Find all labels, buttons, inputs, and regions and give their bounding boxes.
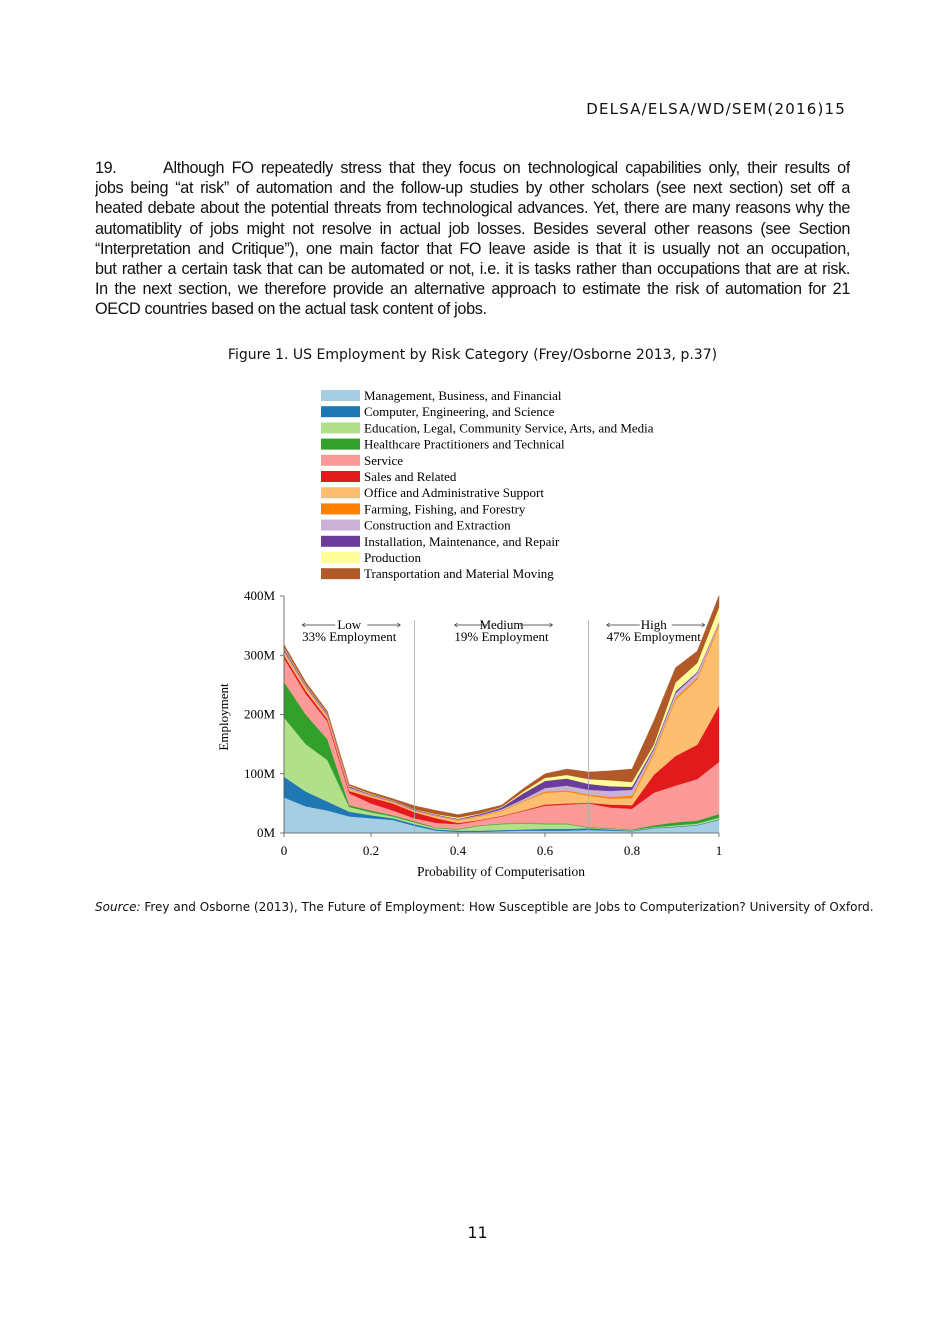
legend-label: Construction and Extraction [364, 518, 511, 533]
legend-swatch [321, 535, 360, 547]
region-label: High [641, 617, 668, 632]
x-tick-label: 1 [716, 843, 723, 858]
legend-item: Office and Administrative Support [321, 485, 544, 500]
y-tick-label: 0M [257, 825, 276, 840]
legend-label: Healthcare Practitioners and Technical [364, 437, 565, 452]
paragraph-line: In the next section, we therefore provid… [95, 280, 850, 299]
legend-item: Healthcare Practitioners and Technical [321, 437, 565, 452]
x-axis-label: Probability of Computerisation [417, 864, 585, 879]
paragraph-line: jobs being “at risk” of automation and t… [95, 179, 850, 198]
figure-caption: Figure 1. US Employment by Risk Category… [227, 347, 718, 363]
legend-swatch [321, 552, 360, 563]
document-code-header: DELSA/ELSA/WD/SEM(2016)15 [586, 100, 846, 118]
source-label: Source: [95, 900, 141, 914]
legend-swatch [321, 487, 360, 499]
source-text: Frey and Osborne (2013), The Future of E… [140, 900, 874, 914]
legend-label: Office and Administrative Support [364, 485, 544, 500]
legend-swatch [321, 422, 360, 434]
legend-item: Construction and Extraction [321, 518, 511, 533]
y-tick-label: 300M [244, 647, 276, 662]
paragraph-line: automatiblity of jobs might not resolve … [95, 219, 850, 238]
legend-label: Installation, Maintenance, and Repair [364, 534, 560, 549]
legend-label: Production [364, 550, 422, 565]
source-note: Source: Frey and Osborne (2013), The Fut… [95, 900, 874, 914]
legend-item: Farming, Fishing, and Forestry [321, 501, 526, 516]
arrowheads [301, 622, 401, 628]
legend-item: Production [321, 550, 422, 565]
legend-swatch [321, 454, 360, 466]
region-share: 19% Employment [454, 629, 549, 644]
x-tick-label: 0.2 [363, 843, 379, 858]
region-share: 47% Employment [607, 629, 702, 644]
x-tick-label: 0.4 [450, 843, 467, 858]
y-tick-label: 400M [244, 588, 276, 603]
legend-item: Management, Business, and Financial [321, 388, 562, 403]
paragraph-line: heated debate about the potential threat… [95, 199, 850, 218]
legend-swatch [321, 438, 360, 450]
legend-label: Transportation and Material Moving [364, 566, 554, 581]
paragraph-line: OECD countries based on the actual task … [95, 300, 487, 319]
y-tick-label: 100M [244, 766, 276, 781]
y-axis-label: Employment [216, 683, 231, 751]
legend-label: Service [364, 453, 403, 468]
legend-swatch [321, 568, 360, 580]
legend-label: Sales and Related [364, 469, 457, 484]
x-tick-label: 0.8 [624, 843, 640, 858]
legend-label: Computer, Engineering, and Science [364, 404, 555, 419]
region-label: Medium [479, 617, 523, 632]
y-tick-label: 200M [244, 707, 276, 722]
legend-item: Service [321, 453, 403, 468]
legend-label: Farming, Fishing, and Forestry [364, 501, 526, 516]
legend: Management, Business, and FinancialCompu… [321, 388, 654, 581]
paragraph-19: 19. Although FO repeatedly stress that th… [95, 158, 850, 320]
paragraph-line: 19. Although FO repeatedly stress that th… [95, 159, 850, 177]
legend-item: Sales and Related [321, 469, 457, 484]
x-tick-label: 0.6 [537, 843, 554, 858]
paragraph-line: but rather a certain task that can be au… [95, 260, 850, 279]
legend-item: Computer, Engineering, and Science [321, 404, 555, 419]
x-tick-label: 0 [281, 843, 288, 858]
legend-label: Management, Business, and Financial [364, 388, 562, 403]
legend-item: Installation, Maintenance, and Repair [321, 534, 560, 549]
legend-swatch [321, 471, 360, 482]
stacked-area-chart: Management, Business, and FinancialCompu… [216, 388, 722, 879]
paragraph-number: 19. [95, 159, 117, 177]
legend-item: Transportation and Material Moving [321, 566, 554, 581]
page-number: 11 [467, 1223, 488, 1242]
arrowheads [606, 622, 706, 628]
legend-swatch [321, 390, 360, 401]
legend-label: Education, Legal, Community Service, Art… [364, 420, 654, 435]
legend-swatch [321, 406, 360, 418]
axes: 0M 100M 200M 300M 400M 0 0.2 0.4 0.6 0.8 1 [244, 588, 722, 858]
paragraph-line: “Interpretation and Critique”), one main… [95, 239, 850, 258]
region-share: 33% Employment [302, 629, 397, 644]
region-label: Low [337, 617, 361, 632]
legend-item: Education, Legal, Community Service, Art… [321, 420, 654, 435]
legend-swatch [321, 503, 360, 515]
legend-swatch [321, 519, 360, 531]
arrowheads [453, 622, 554, 628]
